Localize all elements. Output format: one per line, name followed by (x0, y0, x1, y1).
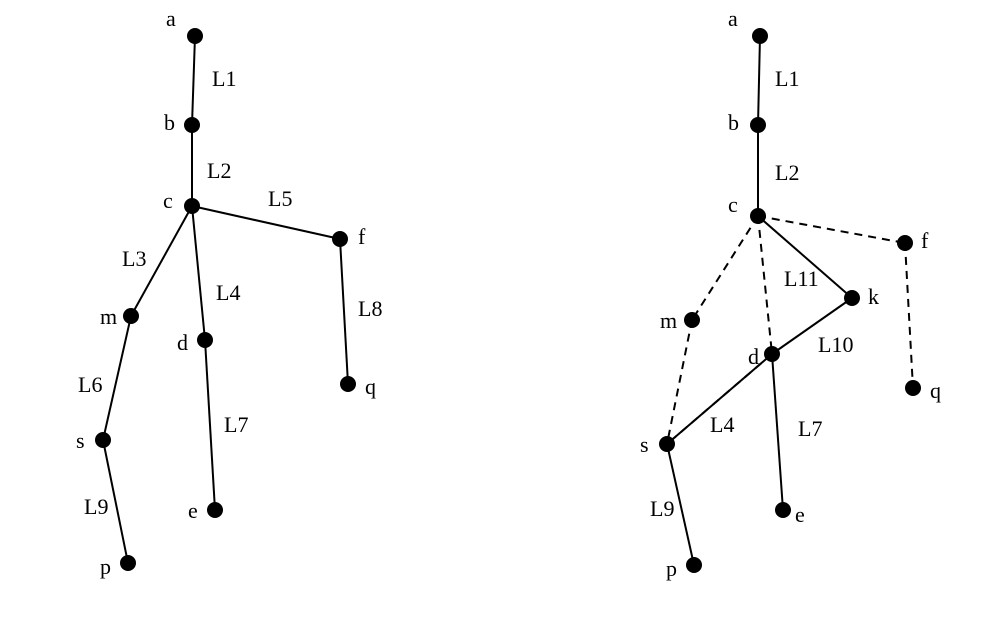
edge-left-c-d (192, 206, 205, 340)
node-label-right-c: c (728, 192, 738, 217)
node-label-right-k: k (868, 284, 879, 309)
node-label-left-e: e (188, 498, 198, 523)
node-label-left-f: f (358, 224, 366, 249)
edge-label-left-L9: L9 (84, 494, 108, 519)
node-left-p (120, 555, 136, 571)
node-left-d (197, 332, 213, 348)
node-label-right-s: s (640, 432, 649, 457)
node-label-right-d: d (748, 344, 759, 369)
edge-right-a-b (758, 36, 760, 125)
edge-label-right-L7: L7 (798, 416, 822, 441)
node-right-m (684, 312, 700, 328)
edge-label-right-L10: L10 (818, 332, 853, 357)
edge-label-left-L1: L1 (212, 66, 236, 91)
edge-label-left-L3: L3 (122, 246, 146, 271)
edge-right-f-q (905, 243, 913, 388)
node-right-a (752, 28, 768, 44)
node-label-right-q: q (930, 378, 941, 403)
graph-left: L1 L2 L3 L4 L5 L6 L7 L8 L9 a b c f m d q s e p (76, 6, 382, 579)
edge-left-c-f (192, 206, 340, 239)
node-label-left-c: c (163, 188, 173, 213)
node-label-left-p: p (100, 554, 111, 579)
edge-label-left-L4: L4 (216, 280, 240, 305)
edge-left-m-s (103, 316, 131, 440)
graph-right: L1 L2 L11 L10 L4 L7 L9 a b c f k m d q s e p (640, 6, 941, 581)
node-label-right-a: a (728, 6, 738, 31)
edge-left-a-b (192, 36, 195, 125)
node-label-right-m: m (660, 308, 677, 333)
node-left-c (184, 198, 200, 214)
edge-right-d-e (772, 354, 783, 510)
node-label-left-a: a (166, 6, 176, 31)
edge-label-right-L4: L4 (710, 412, 734, 437)
edge-label-right-L1: L1 (775, 66, 799, 91)
node-left-a (187, 28, 203, 44)
node-right-s (659, 436, 675, 452)
node-right-d (764, 346, 780, 362)
node-label-right-p: p (666, 556, 677, 581)
node-right-f (897, 235, 913, 251)
node-left-b (184, 117, 200, 133)
node-label-right-e: e (795, 502, 805, 527)
node-left-s (95, 432, 111, 448)
edge-left-d-e (205, 340, 215, 510)
node-label-left-b: b (164, 110, 175, 135)
node-right-b (750, 117, 766, 133)
node-label-left-s: s (76, 428, 85, 453)
node-label-left-m: m (100, 304, 117, 329)
node-label-right-f: f (921, 228, 929, 253)
node-right-k (844, 290, 860, 306)
node-left-q (340, 376, 356, 392)
edge-left-f-q (340, 239, 348, 384)
node-left-m (123, 308, 139, 324)
edge-label-left-L7: L7 (224, 412, 248, 437)
edge-label-right-L9: L9 (650, 496, 674, 521)
edge-label-left-L2: L2 (207, 158, 231, 183)
edge-label-left-L5: L5 (268, 186, 292, 211)
node-left-e (207, 502, 223, 518)
node-left-f (332, 231, 348, 247)
node-label-left-d: d (177, 330, 188, 355)
edge-label-left-L6: L6 (78, 372, 102, 397)
node-right-e (775, 502, 791, 518)
node-right-c (750, 208, 766, 224)
edge-right-c-f (758, 216, 905, 243)
edge-right-c-d (758, 216, 772, 354)
edge-label-right-L11: L11 (784, 266, 819, 291)
node-right-p (686, 557, 702, 573)
node-label-left-q: q (365, 374, 376, 399)
node-label-right-b: b (728, 110, 739, 135)
graph-diagram: L1 L2 L3 L4 L5 L6 L7 L8 L9 a b c f m d q s e p L1 L2 L11 L10 L4… (0, 0, 1000, 637)
edge-right-c-m (692, 216, 758, 320)
edge-label-left-L8: L8 (358, 296, 382, 321)
node-right-q (905, 380, 921, 396)
edge-label-right-L2: L2 (775, 160, 799, 185)
